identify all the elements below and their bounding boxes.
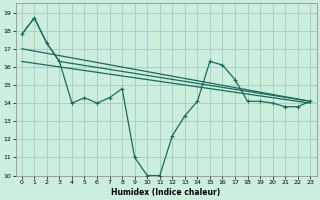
X-axis label: Humidex (Indice chaleur): Humidex (Indice chaleur) [111, 188, 221, 197]
